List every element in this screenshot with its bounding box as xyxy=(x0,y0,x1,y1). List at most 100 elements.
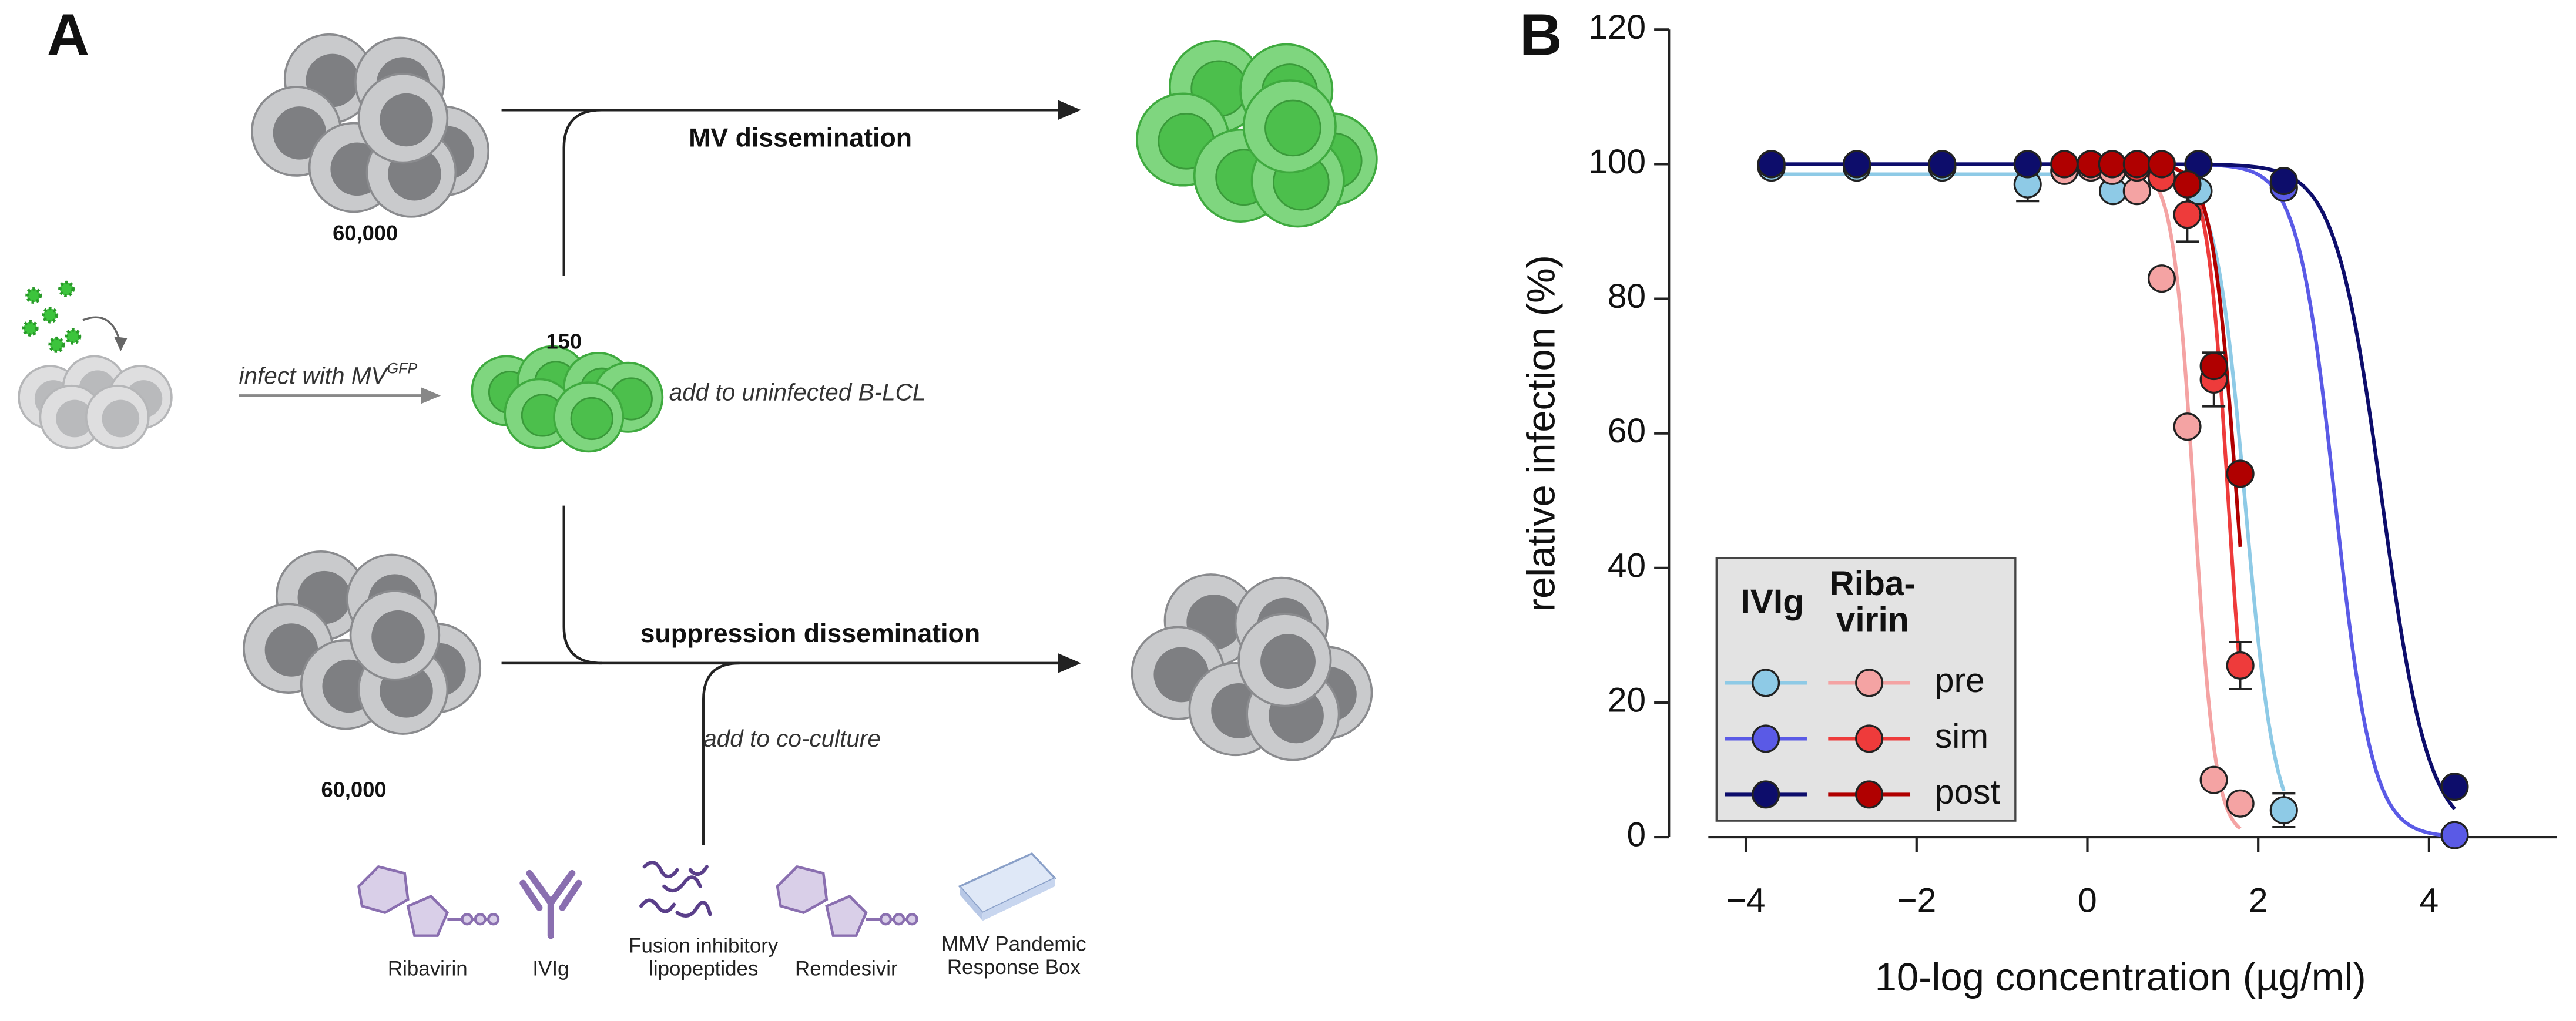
virus xyxy=(65,328,82,345)
cell-nucleus xyxy=(1264,99,1321,157)
compound-label: IVIg xyxy=(532,958,569,980)
virus xyxy=(48,336,65,353)
cell-nucleus xyxy=(1260,634,1316,690)
cell-count: 60,000 xyxy=(333,221,398,245)
arrowhead xyxy=(421,387,441,404)
legend-marker xyxy=(1752,724,1780,753)
arrowhead xyxy=(1058,100,1081,120)
legend-label: pre xyxy=(1935,661,1985,700)
legend-label: sim xyxy=(1935,717,1988,755)
point xyxy=(1928,150,1957,179)
panel-a: A 60,000 MV dissemination infect with MV… xyxy=(18,2,1378,980)
point xyxy=(2440,821,2469,849)
compound-label: Ribavirin xyxy=(388,958,468,980)
compound-label: Response Box xyxy=(947,956,1081,979)
plot-area xyxy=(1757,150,2469,849)
y-tick-label: 0 xyxy=(1627,816,1646,854)
virus xyxy=(42,307,59,324)
x-tick-label: 0 xyxy=(2078,881,2097,919)
legend-marker xyxy=(1855,724,1884,753)
y-axis-label: relative infection (%) xyxy=(1520,255,1564,612)
x-tick-label: −4 xyxy=(1726,881,1766,919)
infect-label: infect with MVGFP xyxy=(239,360,417,389)
cell-nucleus xyxy=(380,93,433,147)
point xyxy=(2050,150,2079,179)
ribavirin-icon xyxy=(357,865,500,937)
cell-nucleus xyxy=(371,610,425,664)
cell-nucleus xyxy=(56,399,93,438)
point xyxy=(2269,167,2298,196)
legend-header: virin xyxy=(1836,601,1909,639)
x-tick-label: −2 xyxy=(1897,881,1936,919)
compound-label: lipopeptides xyxy=(649,958,758,980)
virus xyxy=(25,287,42,304)
legend-marker xyxy=(1752,669,1780,697)
virus xyxy=(22,320,39,337)
point xyxy=(2173,200,2202,229)
ivig-icon xyxy=(519,869,582,939)
cells xyxy=(18,33,1378,761)
point xyxy=(2173,412,2202,441)
branch-line xyxy=(702,661,740,846)
cell-nucleus xyxy=(264,623,318,677)
point xyxy=(2147,150,2176,179)
point xyxy=(2122,150,2151,179)
legend: IVIg Riba-virin pre sim post xyxy=(1715,557,2017,822)
point xyxy=(1843,150,1871,179)
plate-icon xyxy=(958,852,1057,921)
superscript: GFP xyxy=(387,360,418,377)
lipopeptide-icon xyxy=(639,861,712,918)
y-tick-label: 100 xyxy=(1588,143,1646,181)
y-tick-label: 80 xyxy=(1608,277,1646,315)
cell-nucleus xyxy=(102,399,140,438)
arrow-label: suppression dissemination xyxy=(640,619,981,648)
cell-count: 150 xyxy=(546,330,582,354)
compound-label: Fusion inhibitory xyxy=(629,934,779,957)
compound-label: MMV Pandemic xyxy=(941,933,1086,956)
point xyxy=(2173,170,2202,199)
legend-marker xyxy=(1855,780,1884,809)
panel-label: A xyxy=(47,2,90,68)
point xyxy=(2122,177,2151,206)
remdesivir-icon xyxy=(776,865,918,937)
legend-label: post xyxy=(1935,773,2000,811)
point xyxy=(2226,459,2255,488)
x-tick-label: 2 xyxy=(2249,881,2268,919)
point xyxy=(2098,150,2126,179)
legend-header: IVIg xyxy=(1741,583,1804,621)
cell-nucleus xyxy=(273,106,327,160)
coculture-label: add to co-culture xyxy=(703,725,881,752)
point xyxy=(2269,796,2298,825)
point xyxy=(2440,773,2469,801)
point xyxy=(2199,765,2228,794)
panel-b: B 10-log concentration (µg/ml) relative … xyxy=(1520,2,2557,999)
compound-label: Remdesivir xyxy=(795,958,898,980)
cell-nucleus xyxy=(570,397,613,441)
legend-marker xyxy=(1855,669,1884,697)
virus-arrow xyxy=(82,316,122,345)
branch-line xyxy=(562,505,602,665)
cell-count: 60,000 xyxy=(321,777,387,801)
arrowhead xyxy=(114,336,128,351)
virus xyxy=(58,280,75,297)
arrowhead xyxy=(1058,653,1081,673)
y-tick-label: 20 xyxy=(1608,681,1646,719)
y-tick-label: 40 xyxy=(1608,546,1646,585)
y-tick-label: 120 xyxy=(1588,8,1646,46)
x-axis-label: 10-log concentration (µg/ml) xyxy=(1875,955,2366,999)
y-tick-label: 60 xyxy=(1608,412,1646,450)
arrow-label: MV dissemination xyxy=(689,123,912,152)
panel-label: B xyxy=(1520,2,1562,68)
add-label: add to uninfected B-LCL xyxy=(669,378,926,405)
point xyxy=(2013,150,2042,179)
point xyxy=(2199,352,2228,381)
x-tick-label: 4 xyxy=(2420,881,2439,919)
branch-line xyxy=(562,108,602,276)
legend-header: Riba- xyxy=(1829,565,1916,603)
point xyxy=(1757,150,1786,179)
point xyxy=(2226,789,2255,818)
legend-marker xyxy=(1752,780,1780,809)
infect-text: infect with MV xyxy=(239,362,389,389)
point xyxy=(2226,651,2255,680)
